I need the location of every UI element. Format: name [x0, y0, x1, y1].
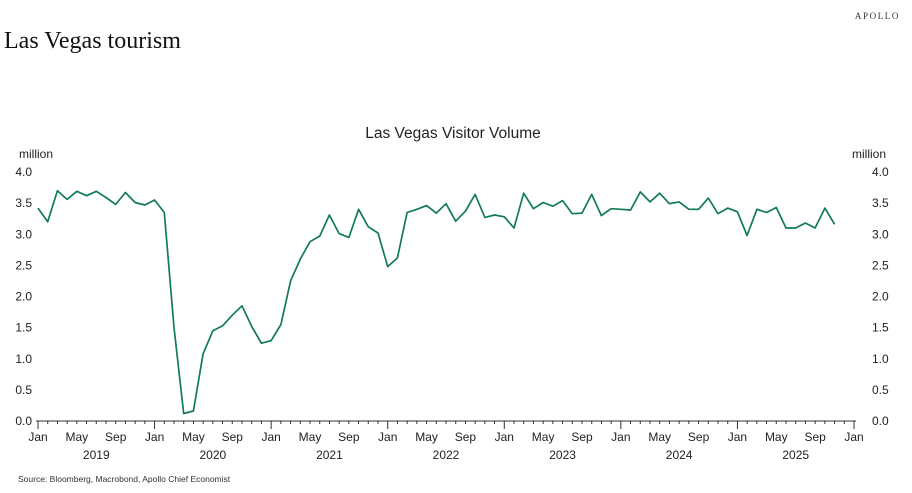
x-year-label: 2023: [549, 448, 576, 462]
y-tick-label-left: 0.0: [15, 414, 32, 428]
y-tick-label-left: 2.0: [15, 290, 32, 304]
y-tick-label-right: 1.0: [872, 352, 889, 366]
x-month-label: Jan: [611, 430, 630, 444]
y-tick-label-left: 1.5: [15, 321, 32, 335]
y-axis-label-left: million: [19, 147, 53, 161]
y-tick-label-right: 0.5: [872, 383, 889, 397]
series-line-visitor-volume: [37, 189, 836, 415]
y-tick-label-left: 1.0: [15, 352, 32, 366]
x-month-label: Jan: [728, 430, 747, 444]
y-axis-label-right: million: [852, 147, 886, 161]
x-month-label: Jan: [844, 430, 863, 444]
page-title: Las Vegas tourism: [4, 28, 181, 54]
brand-logo: APOLLO: [854, 11, 900, 21]
x-month-label: Jan: [28, 430, 47, 444]
x-month-label: May: [182, 430, 205, 444]
x-month-label: May: [532, 430, 555, 444]
x-month-label: Jan: [378, 430, 397, 444]
y-tick-label-left: 2.5: [15, 258, 32, 272]
y-tick-label-right: 3.5: [872, 196, 889, 210]
x-axis: Jan May Sep Jan May Sep Jan May Sep Jan May Sep Jan M…: [28, 420, 864, 462]
x-month-label: May: [765, 430, 788, 444]
y-tick-label-right: 0.0: [872, 414, 889, 428]
source-note: Source: Bloomberg, Macrobond, Apollo Chi…: [18, 474, 231, 484]
y-tick-label-right: 4.0: [872, 165, 889, 179]
x-year-label: 2022: [433, 448, 460, 462]
y-tick-label-right: 2.5: [872, 258, 889, 272]
x-month-label: Sep: [571, 430, 593, 444]
x-month-label: May: [299, 430, 322, 444]
x-month-label: Jan: [495, 430, 514, 444]
x-year-label: 2019: [83, 448, 110, 462]
y-tick-label-left: 3.5: [15, 196, 32, 210]
x-month-label: Sep: [338, 430, 360, 444]
chart-title: Las Vegas Visitor Volume: [365, 125, 541, 142]
x-month-label: Sep: [804, 430, 826, 444]
x-month-label: Sep: [105, 430, 127, 444]
y-tick-label-right: 3.0: [872, 227, 889, 241]
y-tick-label-right: 2.0: [872, 290, 889, 304]
x-year-label: 2020: [200, 448, 227, 462]
series-group: [37, 189, 836, 415]
x-year-label: 2024: [666, 448, 693, 462]
y-axis-right: 0.0 0.5 1.0 1.5 2.0 2.5 3.0 3.5 4.0: [872, 165, 889, 428]
x-month-label: May: [648, 430, 671, 444]
y-tick-label-right: 1.5: [872, 321, 889, 335]
x-month-label: Jan: [261, 430, 280, 444]
x-month-label: May: [66, 430, 89, 444]
x-month-label: Jan: [145, 430, 164, 444]
y-tick-label-left: 3.0: [15, 227, 32, 241]
y-tick-label-left: 0.5: [15, 383, 32, 397]
x-year-label: 2025: [782, 448, 809, 462]
x-month-label: May: [415, 430, 438, 444]
y-axis-left: 0.0 0.5 1.0 1.5 2.0 2.5 3.0 3.5 4.0: [15, 165, 32, 428]
x-year-label: 2021: [316, 448, 343, 462]
x-month-label: Sep: [688, 430, 710, 444]
x-month-label: Sep: [455, 430, 477, 444]
y-tick-label-left: 4.0: [15, 165, 32, 179]
x-month-label: Sep: [222, 430, 244, 444]
